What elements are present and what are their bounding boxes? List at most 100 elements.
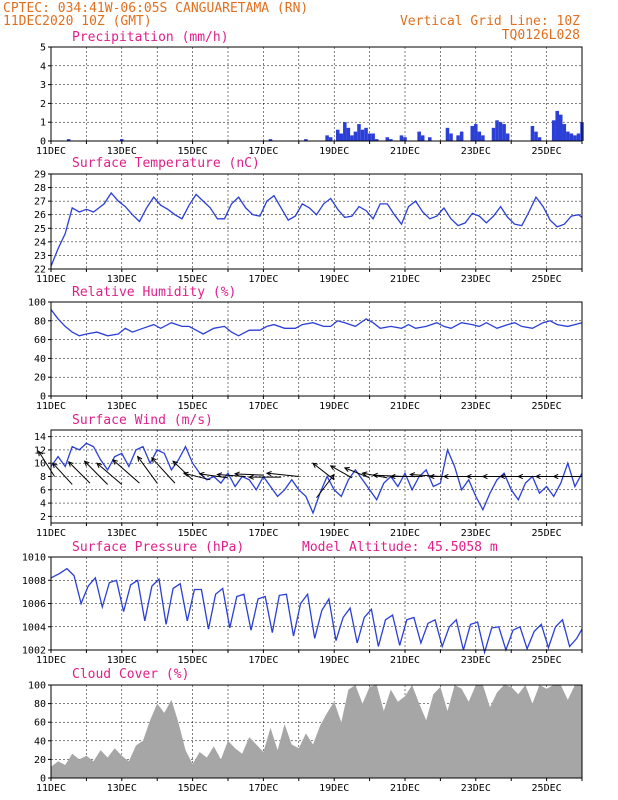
plot-temperature: 22 23 24 25 26 27 28 29 11DEC 13DEC 15DEC 17DEC 19DE… (34, 170, 583, 285)
precip-bar (530, 125, 535, 141)
precip-bar (428, 137, 432, 141)
wind-arrow-head (312, 462, 318, 468)
station-title: CPTEC: 034:41W-06:05S CANGUARETAMA (RN) (3, 1, 308, 16)
y-tick-label: 6 (40, 485, 46, 496)
wind-arrow-head (137, 455, 143, 462)
x-tick-label: 15DEC (178, 146, 208, 157)
y-tick-label: 80 (34, 699, 46, 710)
y-tick-label: 20 (34, 373, 46, 384)
plot-frame (50, 301, 583, 397)
y-tick-label: 1010 (22, 553, 46, 564)
y-tick-label: 26 (34, 210, 46, 221)
x-tick-label: 25DEC (532, 655, 562, 666)
x-tick-label: 21DEC (390, 401, 420, 412)
y-tick-label: 60 (34, 335, 46, 346)
x-tick-label: 19DEC (319, 655, 349, 666)
run-time: 11DEC2020 10Z (GMT) (3, 14, 152, 29)
y-tick-label: 2 (40, 99, 46, 110)
y-tick-label: 1002 (22, 646, 46, 657)
y-tick-label: 100 (28, 681, 46, 692)
x-tick-label: 19DEC (319, 146, 349, 157)
panel-precipitation: Precipitation (mm/h) 0 1 2 3 4 5 11DEC 13DEC 15D… (36, 30, 584, 157)
x-tick-label: 17DEC (248, 274, 278, 285)
wind-arrow (266, 472, 299, 477)
y-tick-label: 23 (34, 251, 46, 262)
y-tick-label: 80 (34, 316, 46, 327)
x-tick-label: 17DEC (248, 655, 278, 666)
wind-arrow (52, 462, 73, 485)
panel-cloud: Cloud Cover (%) 0 20 40 60 80 100 11DEC 13DEC 15… (28, 667, 583, 794)
wind-arrow (172, 460, 193, 481)
x-tick-label: 21DEC (390, 146, 420, 157)
precip-bar (449, 133, 453, 141)
plot-wind: 2 4 6 8 10 12 14 11DEC 13DEC 15DEC 17DEC 19DEC 21DEC… (34, 429, 583, 539)
x-tick-label: 21DEC (390, 655, 420, 666)
x-tick-label: 21DEC (390, 528, 420, 539)
y-tick-label: 4 (40, 61, 46, 72)
wind-arrow-head (465, 473, 472, 480)
wind-arrow (68, 461, 91, 484)
model-altitude: Model Altitude: 45.5058 m (302, 540, 498, 555)
y-tick-label: 1006 (22, 599, 46, 610)
model-id: TQ0126L028 (502, 28, 580, 43)
x-tick-label: 23DEC (461, 274, 491, 285)
panel-title-wind: Surface Wind (m/s) (72, 413, 213, 428)
precip-bar (456, 135, 460, 141)
x-tick-label: 15DEC (178, 783, 208, 794)
wind-arrow-head (329, 465, 336, 471)
y-tick-label: 3 (40, 80, 46, 91)
precip-bar (353, 131, 358, 141)
y-tick-label: 0 (40, 392, 46, 403)
y-tick-label: 4 (40, 499, 46, 510)
precip-bar (335, 129, 340, 141)
x-tick-label: 25DEC (532, 528, 562, 539)
panel-title-precipitation: Precipitation (mm/h) (72, 30, 229, 45)
precip-bar (346, 127, 351, 141)
precip-bar (491, 127, 496, 141)
wind-arrow (151, 457, 176, 484)
wind-arrow-head (389, 473, 396, 480)
precip-bar (459, 131, 464, 141)
wind-arrow (38, 450, 55, 477)
x-tick-label: 13DEC (107, 401, 137, 412)
humidity-line (50, 309, 583, 337)
x-tick-label: 15DEC (178, 655, 208, 666)
plot-pressure: 1002 1004 1006 1008 1010 11DEC 13DEC 15DEC 17DEC… (22, 553, 583, 666)
wind-arrow-head (361, 471, 368, 477)
precip-bar (498, 122, 503, 141)
y-tick-label: 29 (34, 170, 46, 181)
x-tick-label: 13DEC (107, 528, 137, 539)
x-tick-label: 23DEC (461, 655, 491, 666)
wind-arrow (199, 473, 229, 479)
wind-arrow-head (552, 473, 559, 480)
x-tick-label: 19DEC (319, 528, 349, 539)
precip-bar (445, 127, 450, 141)
x-tick-label: 11DEC (36, 528, 66, 539)
panel-wind: Surface Wind (m/s) 2 4 6 8 10 12 14 11DEC 13DEC 1… (34, 413, 583, 539)
precip-bar (481, 135, 485, 141)
x-tick-label: 13DEC (107, 146, 137, 157)
precip-bar (66, 139, 71, 141)
x-tick-label: 11DEC (36, 146, 66, 157)
wind-arrow-head (52, 462, 58, 469)
panel-title-cloud: Cloud Cover (%) (72, 667, 189, 682)
wind-arrow-head (428, 473, 435, 480)
x-tick-label: 19DEC (319, 401, 349, 412)
precip-bar (474, 124, 478, 141)
precip-bar (399, 135, 404, 141)
precip-bar (328, 137, 333, 141)
x-tick-label: 17DEC (248, 146, 278, 157)
panel-temperature: Surface Temperature (nC) 222324252627282… (34, 156, 583, 285)
precip-bar (360, 129, 365, 141)
wind-arrow (137, 456, 158, 484)
y-tick-label: 40 (34, 736, 46, 747)
y-tick-label: 22 (34, 265, 46, 276)
plot-precipitation: 0 1 2 3 4 5 11DEC 13DEC 15DEC 17DEC 19DEC 21DEC 23DE… (36, 43, 584, 157)
precip-bar (555, 110, 559, 141)
precip-bar (417, 131, 421, 141)
precip-bar (551, 120, 556, 141)
precip-bar (420, 135, 425, 141)
panel-pressure: Surface Pressure (hPa) Model Altitude: 4… (22, 540, 583, 666)
wind-arrow-head (371, 472, 378, 478)
x-tick-label: 11DEC (36, 274, 66, 285)
